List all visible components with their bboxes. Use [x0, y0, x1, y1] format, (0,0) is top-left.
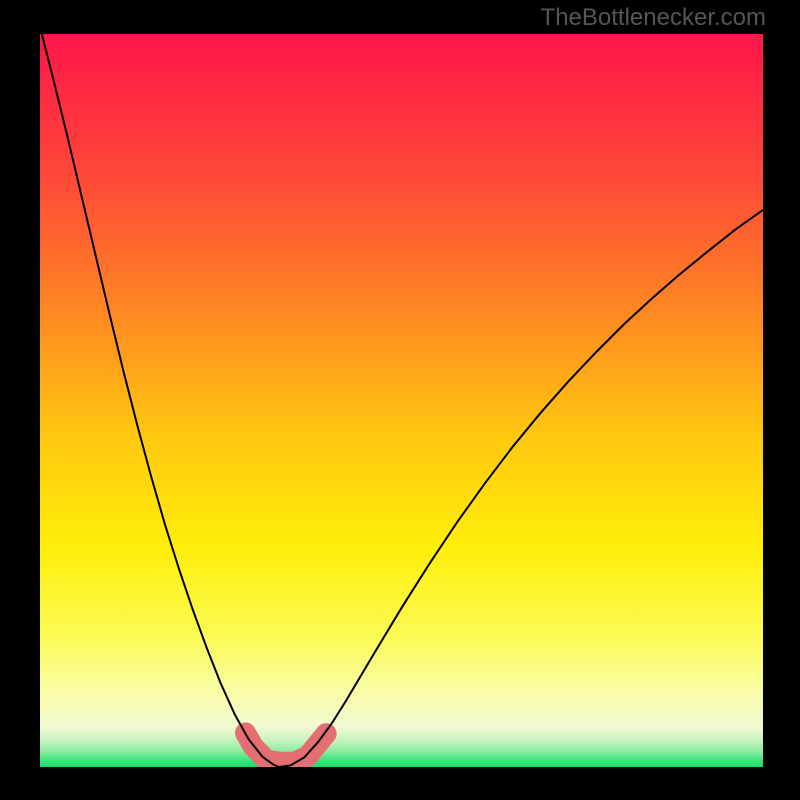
watermark-text: TheBottlenecker.com [541, 4, 766, 32]
bottleneck-chart [0, 0, 800, 800]
chart-frame: { "chart": { "type": "line", "canvas": {… [0, 0, 800, 800]
plot-background [40, 34, 763, 767]
